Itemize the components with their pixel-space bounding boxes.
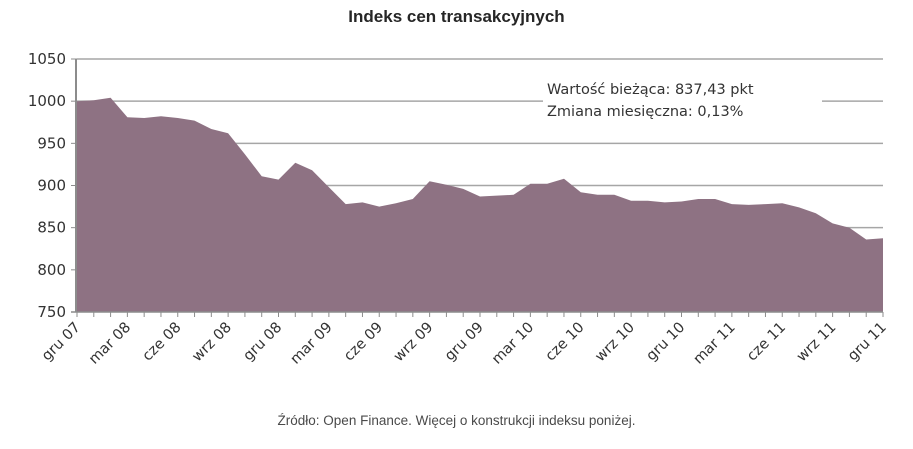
x-tick-label: gru 08 <box>240 320 285 365</box>
x-axis-tick-labels: gru 07 mar 08 cze 08 wrz 08 gru 08 mar 09 cze … <box>39 320 890 368</box>
x-tick-label: cze 10 <box>543 320 588 365</box>
x-tick-label: cze 09 <box>341 320 386 365</box>
y-axis-tick-labels: 750 800 850 900 950 1000 1050 <box>28 50 66 321</box>
y-tick-label: 1050 <box>28 50 66 68</box>
current-value-annotation: Wartość bieżąca: 837,43 pkt Zmiana miesi… <box>543 79 822 129</box>
x-tick-label: cze 11 <box>744 320 789 365</box>
x-tick-label: gru 09 <box>442 320 487 365</box>
x-tick-label: mar 09 <box>288 320 336 368</box>
y-tick-label: 900 <box>37 177 66 195</box>
monthly-change-text: Zmiana miesięczna: 0,13% <box>547 104 744 120</box>
x-tick-label: wrz 08 <box>189 320 235 366</box>
x-tick-label: wrz 10 <box>592 320 638 366</box>
chart-title: Indeks cen transakcyjnych <box>348 7 565 26</box>
y-tick-label: 800 <box>37 261 66 279</box>
x-tick-label: wrz 09 <box>391 320 437 366</box>
y-tick-label: 850 <box>37 219 66 237</box>
x-tick-label: mar 11 <box>691 320 739 368</box>
x-tick-label: gru 10 <box>643 320 688 365</box>
x-tick-label: gru 11 <box>845 320 890 365</box>
current-value-text: Wartość bieżąca: 837,43 pkt <box>547 82 754 98</box>
x-tick-label: gru 07 <box>39 320 84 365</box>
y-tick-label: 950 <box>37 134 66 152</box>
axes <box>71 58 884 317</box>
x-tick-label: mar 10 <box>489 320 537 368</box>
index-area-series <box>77 97 883 312</box>
y-tick-label: 750 <box>37 303 66 321</box>
x-tick-label: cze 08 <box>140 320 185 365</box>
x-tick-label: mar 08 <box>86 320 134 368</box>
source-footnote: Źródło: Open Finance. Więcej o konstrukc… <box>277 413 636 428</box>
y-tick-label: 1000 <box>28 92 66 110</box>
x-tick-label: wrz 11 <box>794 320 840 366</box>
